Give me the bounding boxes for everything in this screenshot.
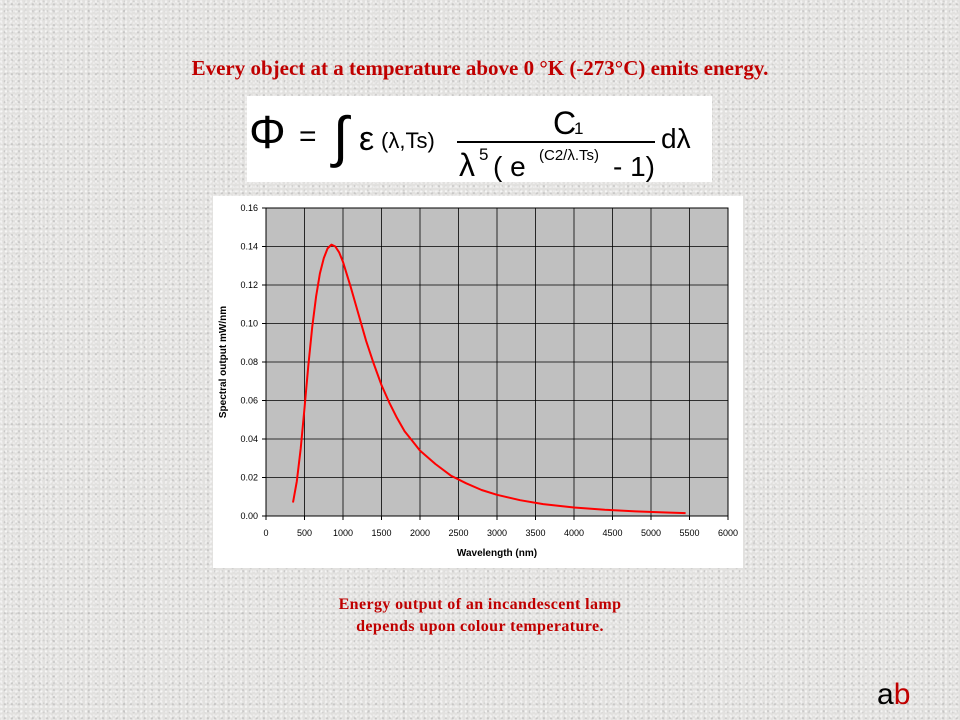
formula-phi: Φ — [249, 106, 286, 158]
formula-numerator-sub: 1 — [574, 119, 583, 138]
x-tick-label: 2500 — [448, 528, 468, 538]
y-tick-label: 0.00 — [240, 511, 258, 521]
x-tick-label: 4000 — [564, 528, 584, 538]
y-tick-label: 0.10 — [240, 319, 258, 329]
x-tick-label: 2000 — [410, 528, 430, 538]
formula-epsilon: ε — [359, 120, 374, 158]
formula-power: 5 — [479, 145, 488, 164]
y-tick-label: 0.12 — [240, 280, 258, 290]
chart-svg: 0 500 1000 1500 2000 2500 3000 3500 4000 4500 5000… — [218, 203, 738, 559]
logo-letter-a: a — [877, 678, 894, 711]
formula-integral: ∫ — [330, 105, 351, 168]
x-tick-label: 0 — [263, 528, 268, 538]
x-tick-label: 6000 — [718, 528, 738, 538]
x-tick-label: 5500 — [679, 528, 699, 538]
x-axis-title: Wavelength (nm) — [457, 548, 537, 559]
x-tick-label: 3500 — [525, 528, 545, 538]
formula-equals: = — [299, 120, 317, 153]
y-axis-title: Spectral output mW/nm — [218, 306, 229, 418]
spectral-output-line — [292, 243, 686, 515]
logo-letter-b: b — [893, 678, 911, 711]
formula-graphic: Φ = ∫ ε (λ,Ts) C 1 λ 5 ( e (C2/λ.Ts) - 1… — [249, 105, 691, 183]
caption-line-1: Energy output of an incandescent lamp — [338, 596, 622, 613]
formula-numerator: C — [553, 105, 576, 141]
y-tick-label: 0.16 — [240, 203, 258, 213]
x-tick-label: 1500 — [371, 528, 391, 538]
formula-exp-open: ( e — [493, 151, 526, 182]
caption-line-2: depends upon colour temperature. — [356, 618, 604, 635]
y-tick-label: 0.06 — [240, 396, 258, 406]
x-tick-label: 1000 — [333, 528, 353, 538]
x-tick-label: 5000 — [641, 528, 661, 538]
y-tick-label: 0.02 — [240, 473, 258, 483]
y-tick-label: 0.14 — [240, 242, 258, 252]
formula-differential: dλ — [661, 123, 691, 154]
chart-caption: Energy output of an incandescent lamp de… — [0, 594, 960, 638]
formula-args: (λ,Ts) — [381, 128, 435, 153]
ab-logo: ab — [877, 678, 910, 712]
spectral-chart: 0 500 1000 1500 2000 2500 3000 3500 4000 4500 5000… — [213, 196, 743, 568]
x-tick-label: 500 — [297, 528, 312, 538]
slide-title: Every object at a temperature above 0 °K… — [191, 56, 769, 80]
y-tick-label: 0.04 — [240, 434, 258, 444]
planck-formula: Φ = ∫ ε (λ,Ts) C 1 λ 5 ( e (C2/λ.Ts) - 1… — [247, 96, 712, 183]
formula-exp-close: - 1) — [613, 151, 655, 182]
x-tick-label: 4500 — [602, 528, 622, 538]
y-tick-label: 0.08 — [240, 357, 258, 367]
formula-exponent: (C2/λ.Ts) — [539, 147, 599, 164]
formula-lambda: λ — [459, 147, 475, 182]
x-tick-label: 3000 — [487, 528, 507, 538]
